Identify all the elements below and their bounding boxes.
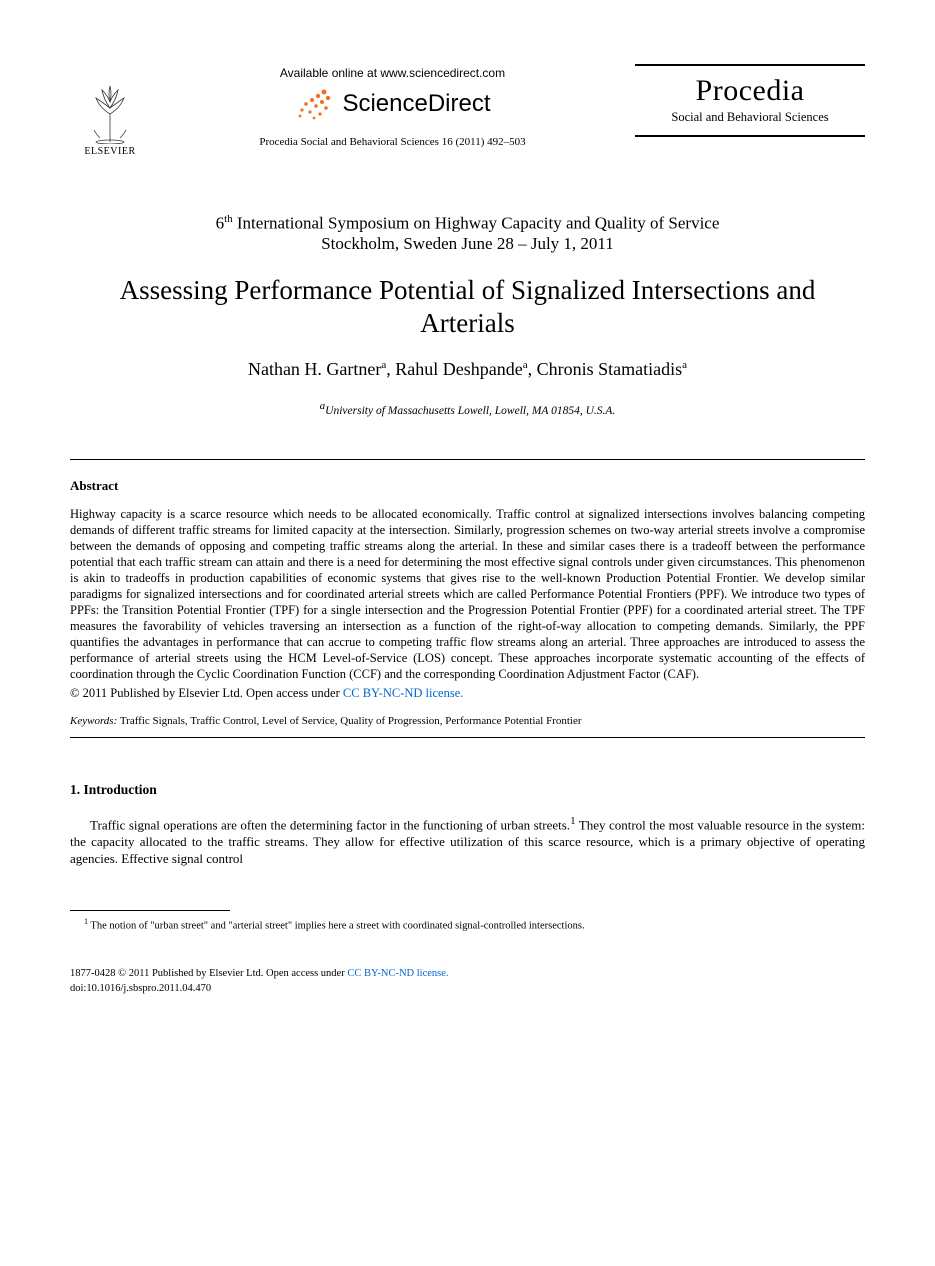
elsevier-tree-icon [82,80,138,144]
conf-post: International Symposium on Highway Capac… [233,214,720,233]
sep-1: , [386,359,395,379]
copyright-line: © 2011 Published by Elsevier Ltd. Open a… [70,686,865,701]
license-link[interactable]: CC BY-NC-ND license. [343,686,463,700]
author-2: Rahul Deshpande [395,359,522,379]
available-online-text: Available online at www.sciencedirect.co… [280,66,505,80]
section-1-heading: 1. Introduction [70,782,865,798]
footnote-text: The notion of "urban street" and "arteri… [88,920,585,931]
copyright-pre: © 2011 Published by Elsevier Ltd. [70,686,246,700]
affiliation: aUniversity of Massachusetts Lowell, Low… [70,400,865,417]
abstract-body: Highway capacity is a scarce resource wh… [70,506,865,682]
elsevier-label: ELSEVIER [84,146,135,157]
author-1: Nathan H. Gartner [248,359,381,379]
citation-line: Procedia Social and Behavioral Sciences … [259,136,525,148]
conf-pre: 6 [216,214,225,233]
paper-title: Assessing Performance Potential of Signa… [70,274,865,342]
keywords-label: Keywords: [70,715,117,727]
authors-line: Nathan H. Gartnera, Rahul Deshpandea, Ch… [70,359,865,380]
sciencedirect-dots-icon [294,86,334,122]
rule-bottom [70,737,865,738]
conf-sup: th [224,213,233,225]
open-access-text: Open access under [246,686,343,700]
issn-line: 1877-0428 © 2011 Published by Elsevier L… [70,967,865,982]
elsevier-logo-block: ELSEVIER [70,80,150,157]
conference-line-1: 6th International Symposium on Highway C… [70,213,865,234]
affil-text: University of Massachusetts Lowell, Lowe… [325,405,615,417]
sciencedirect-logo: ScienceDirect [294,86,490,122]
procedia-subtitle: Social and Behavioral Sciences [671,110,828,125]
header-row: ELSEVIER Available online at www.science… [70,60,865,157]
sep-2: , [528,359,537,379]
author-3: Chronis Stamatiadis [537,359,683,379]
issn-block: 1877-0428 © 2011 Published by Elsevier L… [70,967,865,996]
conference-line-2: Stockholm, Sweden June 28 – July 1, 2011 [70,234,865,254]
intro-pre: Traffic signal operations are often the … [90,817,570,832]
issn-license-link[interactable]: CC BY-NC-ND license. [347,968,448,979]
center-header: Available online at www.sciencedirect.co… [150,66,635,148]
keywords-text: Traffic Signals, Traffic Control, Level … [117,715,581,727]
issn-pre: 1877-0428 © 2011 Published by Elsevier L… [70,968,266,979]
sciencedirect-text: ScienceDirect [342,90,490,118]
footnote-1: 1 The notion of "urban street" and "arte… [70,917,865,932]
intro-paragraph: Traffic signal operations are often the … [70,814,865,868]
rule-top [70,459,865,460]
conference-block: 6th International Symposium on Highway C… [70,213,865,254]
doi-line: doi:10.1016/j.sbspro.2011.04.470 [70,982,865,997]
abstract-heading: Abstract [70,478,865,494]
procedia-title: Procedia [696,74,805,108]
issn-open-access: Open access under [266,968,347,979]
procedia-logo-block: Procedia Social and Behavioral Sciences [635,64,865,137]
author-3-affil: a [682,359,687,371]
keywords-line: Keywords: Traffic Signals, Traffic Contr… [70,715,865,727]
footnote-rule [70,910,230,911]
